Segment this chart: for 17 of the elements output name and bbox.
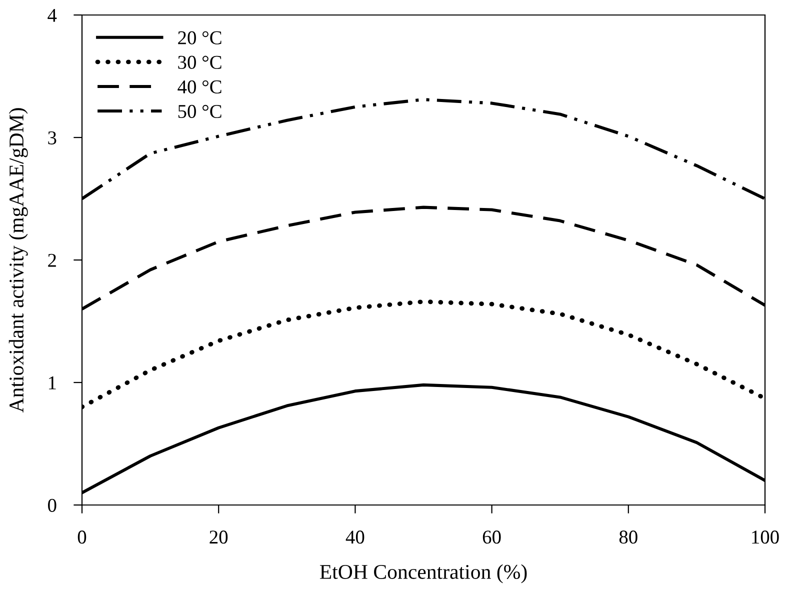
legend-label: 30 °C [178, 56, 222, 69]
x-tick-label: 20 [210, 530, 228, 544]
y-axis-title: Antioxidant activity (mgAAE/gDM) [8, 108, 28, 413]
y-tick-label: 1 [48, 376, 56, 390]
y-tick-label: 0 [48, 498, 56, 512]
x-tick-label: 100 [752, 530, 779, 544]
y-tick-label: 4 [48, 8, 57, 22]
x-tick-label: 60 [482, 530, 501, 544]
legend-label: 20 °C [178, 31, 222, 44]
y-tick-label: 2 [48, 254, 56, 267]
y-tick-label: 3 [48, 131, 56, 144]
legend-label: 40 °C [178, 80, 222, 94]
x-tick-label: 80 [619, 530, 638, 544]
x-tick-label: 0 [78, 530, 86, 544]
x-axis-title: EtOH Concentration (%) [320, 564, 527, 584]
x-tick-label: 40 [346, 530, 364, 544]
legend-label: 50 °C [178, 104, 222, 118]
